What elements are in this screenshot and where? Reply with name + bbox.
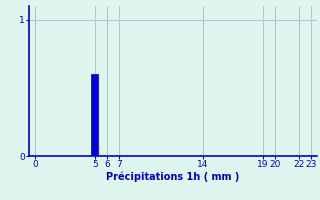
X-axis label: Précipitations 1h ( mm ): Précipitations 1h ( mm ) [106, 172, 239, 182]
Bar [91, 74, 99, 156]
